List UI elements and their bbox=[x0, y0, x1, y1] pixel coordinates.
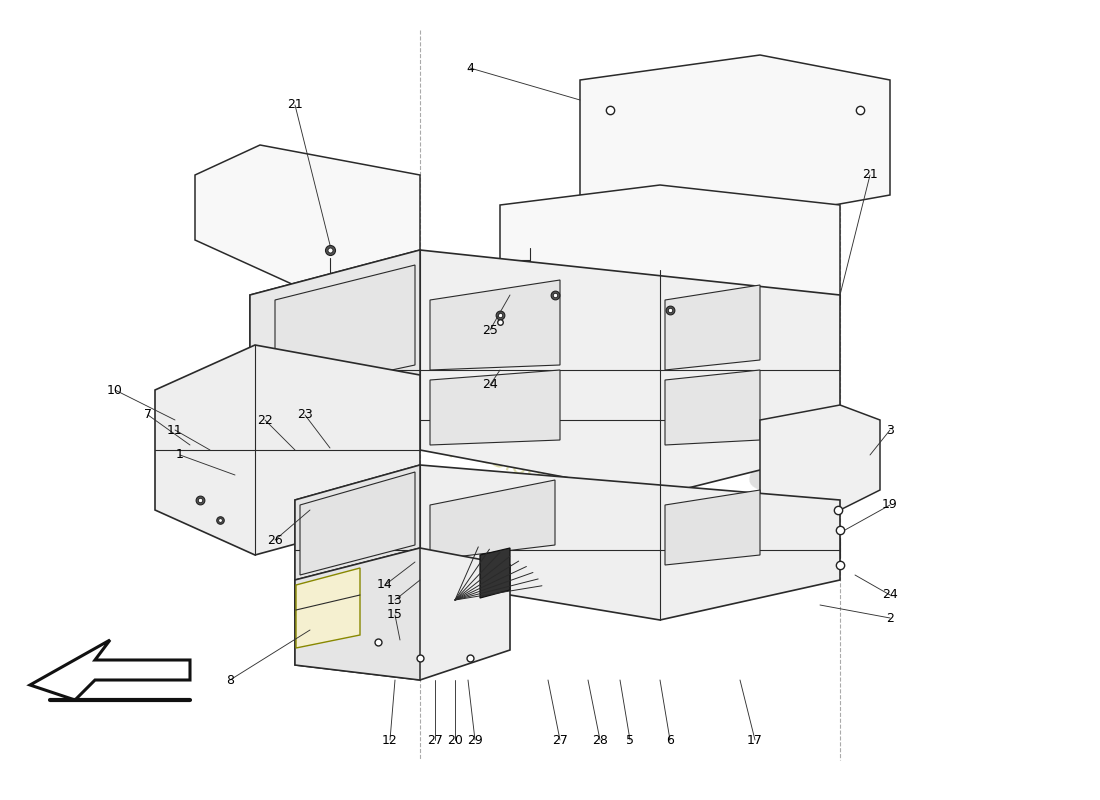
Text: 7: 7 bbox=[144, 409, 152, 422]
Polygon shape bbox=[295, 465, 420, 615]
Polygon shape bbox=[300, 472, 415, 575]
Polygon shape bbox=[500, 185, 840, 325]
Text: 21: 21 bbox=[287, 98, 303, 111]
Polygon shape bbox=[666, 285, 760, 370]
Polygon shape bbox=[295, 548, 420, 680]
Polygon shape bbox=[30, 640, 190, 700]
Text: 20: 20 bbox=[447, 734, 463, 746]
Polygon shape bbox=[760, 405, 880, 510]
Polygon shape bbox=[295, 548, 510, 680]
Text: 11: 11 bbox=[167, 423, 183, 437]
Polygon shape bbox=[580, 55, 890, 220]
Text: 26: 26 bbox=[267, 534, 283, 546]
Text: 23: 23 bbox=[297, 409, 312, 422]
Polygon shape bbox=[430, 480, 556, 560]
Polygon shape bbox=[250, 250, 840, 495]
Text: a passion for motors since 1985: a passion for motors since 1985 bbox=[425, 426, 815, 574]
Text: 13: 13 bbox=[387, 594, 403, 606]
Text: 24: 24 bbox=[882, 589, 898, 602]
Text: 5: 5 bbox=[626, 734, 634, 746]
Polygon shape bbox=[430, 280, 560, 370]
Text: eurocarparts: eurocarparts bbox=[258, 272, 842, 528]
Polygon shape bbox=[155, 345, 420, 555]
Text: 4: 4 bbox=[466, 62, 474, 74]
Polygon shape bbox=[480, 548, 510, 598]
Polygon shape bbox=[195, 145, 420, 290]
Polygon shape bbox=[275, 265, 415, 395]
Text: 17: 17 bbox=[747, 734, 763, 746]
Text: 22: 22 bbox=[257, 414, 273, 426]
Text: 8: 8 bbox=[226, 674, 234, 686]
Text: 19: 19 bbox=[882, 498, 898, 511]
Polygon shape bbox=[666, 370, 760, 445]
Text: 12: 12 bbox=[382, 734, 398, 746]
Text: 28: 28 bbox=[592, 734, 608, 746]
Text: 21: 21 bbox=[862, 169, 878, 182]
Text: 10: 10 bbox=[107, 383, 123, 397]
Polygon shape bbox=[666, 490, 760, 565]
Text: 29: 29 bbox=[468, 734, 483, 746]
Polygon shape bbox=[430, 370, 560, 445]
Text: 1: 1 bbox=[176, 449, 184, 462]
Text: 24: 24 bbox=[482, 378, 498, 391]
Text: 14: 14 bbox=[377, 578, 393, 591]
Text: 27: 27 bbox=[552, 734, 568, 746]
Text: 2: 2 bbox=[887, 611, 894, 625]
Text: 6: 6 bbox=[667, 734, 674, 746]
Text: 27: 27 bbox=[427, 734, 443, 746]
Text: 25: 25 bbox=[482, 323, 498, 337]
Text: 15: 15 bbox=[387, 609, 403, 622]
Polygon shape bbox=[250, 250, 420, 495]
Polygon shape bbox=[296, 568, 360, 648]
Polygon shape bbox=[295, 465, 840, 620]
Text: 3: 3 bbox=[887, 423, 894, 437]
